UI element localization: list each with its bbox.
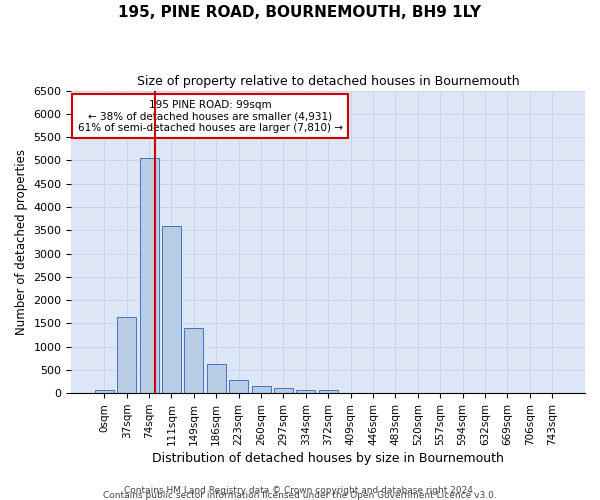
Y-axis label: Number of detached properties: Number of detached properties bbox=[15, 149, 28, 335]
Bar bbox=[274, 388, 293, 393]
Bar bbox=[184, 328, 203, 393]
Text: Contains HM Land Registry data © Crown copyright and database right 2024.: Contains HM Land Registry data © Crown c… bbox=[124, 486, 476, 495]
Bar bbox=[140, 158, 158, 393]
Bar bbox=[117, 317, 136, 393]
Text: Contains public sector information licensed under the Open Government Licence v3: Contains public sector information licen… bbox=[103, 491, 497, 500]
Bar bbox=[207, 364, 226, 393]
Bar bbox=[95, 390, 114, 393]
Title: Size of property relative to detached houses in Bournemouth: Size of property relative to detached ho… bbox=[137, 75, 520, 88]
Bar bbox=[229, 380, 248, 393]
X-axis label: Distribution of detached houses by size in Bournemouth: Distribution of detached houses by size … bbox=[152, 452, 504, 465]
Bar bbox=[162, 226, 181, 393]
Text: 195 PINE ROAD: 99sqm
← 38% of detached houses are smaller (4,931)
61% of semi-de: 195 PINE ROAD: 99sqm ← 38% of detached h… bbox=[77, 100, 343, 133]
Bar bbox=[251, 386, 271, 393]
Bar bbox=[296, 390, 316, 393]
Text: 195, PINE ROAD, BOURNEMOUTH, BH9 1LY: 195, PINE ROAD, BOURNEMOUTH, BH9 1LY bbox=[119, 5, 482, 20]
Bar bbox=[319, 390, 338, 393]
